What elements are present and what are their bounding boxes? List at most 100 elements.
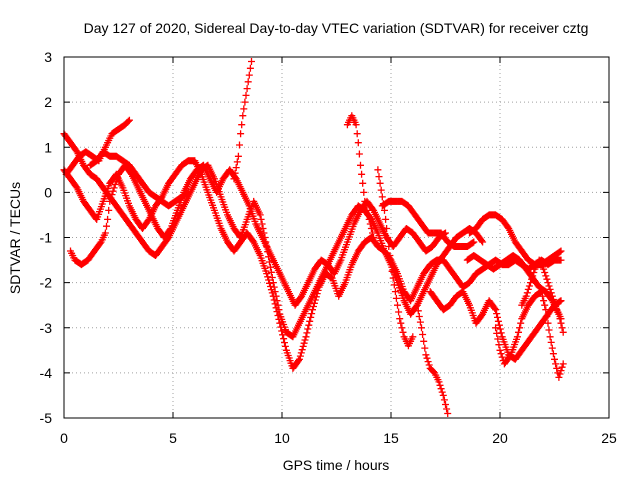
data-point	[470, 238, 478, 246]
data-point	[495, 321, 503, 329]
data-point	[184, 188, 192, 196]
data-point	[530, 269, 538, 276]
data-point	[542, 272, 550, 280]
data-point	[529, 272, 537, 280]
data-point	[370, 234, 378, 241]
data-point	[555, 373, 563, 381]
x-tick-label: 20	[492, 430, 508, 446]
data-point	[369, 229, 376, 237]
data-point	[553, 364, 561, 372]
y-tick-label: -5	[40, 410, 53, 426]
data-point	[309, 306, 316, 314]
data-point	[266, 279, 273, 287]
data-point	[231, 169, 239, 177]
data-point	[545, 326, 553, 334]
data-point	[269, 292, 277, 300]
data-point	[419, 331, 427, 338]
data-point	[279, 331, 287, 339]
data-point	[559, 360, 567, 368]
data-point	[353, 130, 361, 138]
data-point	[547, 289, 555, 297]
series-track-6	[230, 58, 255, 183]
data-point	[416, 318, 424, 326]
data-point	[374, 166, 382, 174]
data-point	[409, 333, 417, 341]
data-point	[435, 378, 443, 386]
data-point	[413, 301, 421, 309]
data-point	[233, 158, 241, 166]
data-point	[546, 285, 554, 293]
data-point	[443, 405, 451, 413]
data-point	[112, 177, 120, 185]
data-point	[522, 292, 530, 300]
data-point	[104, 215, 112, 223]
series-track-5	[86, 148, 192, 210]
data-point	[497, 350, 505, 358]
data-point	[378, 193, 386, 201]
data-point	[234, 152, 242, 160]
data-point	[275, 315, 283, 323]
data-point	[361, 197, 369, 205]
y-tick-label: 2	[44, 94, 52, 110]
data-point	[376, 179, 384, 187]
plot-points	[60, 58, 567, 417]
series-track-3	[67, 161, 449, 309]
data-point	[540, 297, 548, 305]
y-tick-label: -3	[40, 320, 53, 336]
data-point	[238, 121, 246, 129]
data-point	[523, 289, 531, 297]
data-point	[421, 344, 429, 352]
data-point	[281, 339, 288, 347]
data-point	[354, 139, 362, 147]
series-track-8	[374, 166, 417, 350]
data-point	[496, 346, 504, 354]
data-point	[444, 410, 452, 417]
data-point	[418, 324, 425, 332]
data-point	[270, 296, 278, 304]
data-point	[547, 338, 555, 346]
data-point	[355, 150, 363, 158]
data-point	[245, 71, 253, 79]
data-point	[524, 285, 532, 293]
data-point	[296, 352, 304, 360]
data-point	[308, 310, 316, 318]
data-point	[440, 396, 448, 404]
data-point	[273, 308, 281, 316]
data-point	[383, 225, 391, 232]
data-point	[437, 385, 445, 393]
data-point	[110, 184, 118, 192]
data-point	[544, 279, 552, 287]
data-point	[556, 370, 564, 378]
data-point	[113, 174, 121, 182]
x-tick-label: 10	[274, 430, 290, 446]
data-point	[108, 191, 116, 199]
data-point	[494, 313, 501, 321]
data-point	[265, 276, 273, 284]
data-point	[559, 328, 567, 336]
data-point	[268, 289, 276, 297]
data-point	[442, 401, 449, 408]
data-point	[267, 286, 275, 294]
data-point	[387, 261, 395, 269]
data-point	[423, 354, 431, 362]
data-point	[257, 215, 265, 223]
data-point	[263, 270, 271, 278]
data-point	[506, 352, 514, 360]
data-point	[125, 116, 133, 124]
data-point	[278, 327, 286, 335]
data-point	[377, 186, 385, 194]
data-point	[109, 187, 117, 195]
data-point	[551, 299, 558, 307]
data-point	[258, 220, 266, 228]
data-point	[517, 319, 525, 327]
data-point	[237, 130, 245, 138]
data-point	[392, 294, 400, 302]
data-point	[527, 279, 534, 287]
data-point	[546, 333, 554, 341]
data-point	[281, 342, 289, 350]
data-point	[272, 304, 280, 312]
data-point	[496, 325, 504, 333]
data-point	[478, 237, 486, 245]
data-point	[307, 313, 315, 321]
